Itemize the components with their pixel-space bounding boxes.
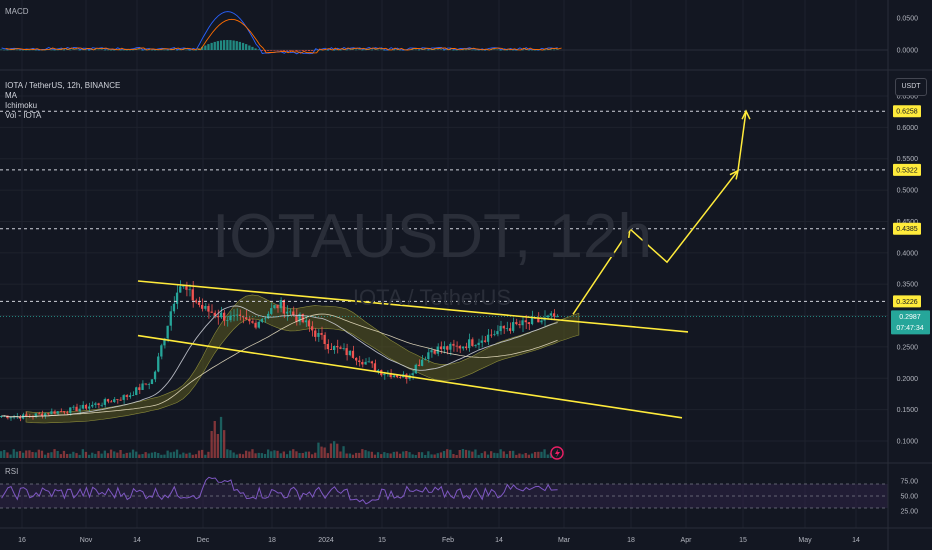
legend-ma[interactable]: MA [5,91,17,100]
time-tick: 14 [852,537,860,544]
level-tag[interactable] [893,163,921,176]
level-tag[interactable] [893,295,921,308]
price-tick: 0.1500 [897,407,919,414]
level-tag[interactable] [893,105,921,118]
time-tick: Dec [197,537,210,544]
price-tags: 0.6258 0.5322 0.4385 0.3226 0.2987 07:47:34 [891,105,930,335]
time-tick: 14 [495,537,503,544]
price-tick: 0.4500 [897,219,919,226]
time-tick: Feb [442,537,454,544]
countdown-text: 07:47:34 [896,325,923,332]
time-tick: Mar [558,537,571,544]
price-tick: 0.6000 [897,125,919,132]
time-tick: 14 [133,537,141,544]
price-tick: 0.4000 [897,250,919,257]
price-tick: 0.5500 [897,156,919,163]
volume-bars [0,416,559,458]
price-tick: 0.6500 [897,94,919,101]
price-tick: 0.1000 [897,439,919,446]
level-lines [0,110,888,317]
time-tick: 18 [268,537,276,544]
watermark-symbol: IOTAUSDT, 12h [212,202,652,271]
watermark: IOTAUSDT, 12h IOTA / TetherUS [212,202,652,310]
time-tick: 15 [739,537,747,544]
watermark-subtitle: IOTA / TetherUS [353,285,511,310]
price-tick: 0.2500 [897,344,919,351]
rsi-label: RSI [5,467,19,476]
macd-pane [0,11,888,55]
time-tick: Apr [681,537,693,544]
level-tag-text: 0.4385 [896,226,918,233]
current-price-tag[interactable] [891,310,930,335]
time-tick: Nov [80,537,93,544]
time-tick: 2024 [318,537,334,544]
price-tick: 0.2000 [897,376,919,383]
flash-icon[interactable] [550,446,564,460]
level-tag-text: 0.6258 [896,109,918,116]
price-tick: 0.5000 [897,188,919,195]
rsi-tick: 50.00 [900,494,918,501]
indicator-legend: IOTA / TetherUS, 12h, BINANCE MA Ichimok… [5,81,120,121]
legend-ichimoku[interactable]: Ichimoku [5,101,38,110]
level-tag-text: 0.5322 [896,167,918,174]
legend-volume[interactable]: Vol - IOTA [5,111,42,120]
macd-tick: 0.0500 [897,16,919,23]
macd-label: MACD [5,7,29,16]
rsi-tick: 25.00 [900,509,918,516]
time-tick: May [798,537,812,544]
symbol-title: IOTA / TetherUS, 12h, BINANCE [5,81,121,90]
time-tick: 18 [627,537,635,544]
time-tick: 16 [18,537,26,544]
level-tag-text: 0.3226 [896,299,918,306]
rsi-pane [0,476,888,509]
current-price-text: 0.2987 [899,314,921,321]
price-tick: 0.3500 [897,282,919,289]
currency-button[interactable]: USDT [895,78,927,96]
time-tick: 15 [378,537,386,544]
trend-channel [137,109,751,419]
rsi-tick: 75.00 [900,479,918,486]
level-tag[interactable] [893,222,921,235]
macd-tick: 0.0000 [897,48,919,55]
